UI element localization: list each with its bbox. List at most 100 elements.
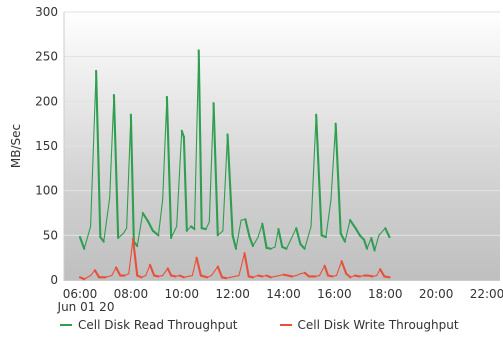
line-segment-write — [335, 260, 343, 277]
line-segment-write — [183, 275, 189, 278]
line-segment-write — [286, 274, 294, 278]
line-segment-read — [95, 69, 102, 239]
legend-label-read: Cell Disk Read Throughput — [78, 318, 238, 332]
line-segment-read — [129, 113, 135, 243]
line-segment-write — [371, 274, 378, 277]
line-segment-write — [140, 274, 147, 278]
line-segment-read — [78, 236, 86, 250]
line-segment-write — [166, 267, 173, 277]
line-segment-read — [354, 227, 361, 237]
legend-item-write[interactable]: Cell Disk Write Throughput — [279, 318, 459, 332]
x-tick-label-2000: 20:00 — [419, 287, 454, 301]
line-segment-write — [291, 274, 297, 277]
line-segment-read — [325, 199, 332, 238]
x-tick-label-1600: 16:00 — [317, 287, 352, 301]
line-segment-read — [212, 102, 219, 237]
line-segment-read — [274, 228, 279, 248]
line-segment-write — [353, 274, 361, 278]
line-segment-write — [229, 275, 236, 278]
line-segment-read — [366, 237, 372, 250]
line-segment-write — [331, 274, 338, 277]
line-segment-write — [345, 272, 352, 279]
line-segment-read — [248, 236, 255, 248]
line-segment-read — [109, 94, 115, 199]
y-axis-title: MB/Sec — [9, 124, 23, 168]
line-segment-write — [323, 264, 330, 277]
legend-swatch-write — [279, 324, 292, 326]
line-segment-read — [265, 246, 272, 250]
y-tick-label-200: 200 — [35, 94, 58, 108]
series-lines — [78, 49, 391, 281]
line-segment-read — [141, 211, 149, 223]
line-segment-write — [318, 265, 326, 277]
line-segment-read — [374, 234, 380, 252]
line-segment-read — [217, 230, 224, 236]
legend: Cell Disk Read Throughput Cell Disk Writ… — [60, 318, 501, 332]
line-segment-write — [162, 267, 169, 277]
line-segment-write — [216, 265, 224, 279]
line-segment-read — [339, 232, 347, 243]
y-tick-labels: 0 50 100 150 200 250 300 — [35, 5, 58, 287]
x-tick-label-2200: 22:00 — [470, 287, 503, 301]
line-segment-write — [187, 274, 193, 277]
line-segment-read — [370, 236, 376, 252]
x-tick-label-1200: 12:00 — [215, 287, 250, 301]
x-tick-label-0800: 08:00 — [114, 287, 149, 301]
line-segment-read — [334, 122, 342, 235]
line-segment-read — [200, 227, 207, 231]
line-segment-read — [261, 222, 268, 249]
line-segment-write — [123, 273, 130, 277]
line-segment-read — [126, 114, 132, 229]
line-segment-read — [310, 114, 317, 227]
line-segment-read — [349, 219, 357, 230]
line-segment-write — [206, 274, 212, 278]
line-segment-read — [112, 94, 120, 240]
line-segment-read — [362, 238, 369, 250]
series-read — [78, 49, 391, 252]
x-tick-label-0600: 06:00 — [63, 287, 98, 301]
line-segment-read — [299, 243, 306, 250]
line-segment-read — [170, 225, 178, 239]
line-segment-read — [180, 129, 185, 139]
line-segment-write — [199, 274, 209, 279]
line-segment-read — [285, 239, 292, 250]
line-segment-write — [270, 275, 276, 278]
line-segment-write — [111, 266, 117, 277]
line-segment-write — [257, 274, 264, 278]
line-segment-write — [78, 276, 86, 281]
line-segment-write — [243, 252, 250, 278]
line-segment-read — [190, 225, 196, 231]
legend-item-read[interactable]: Cell Disk Read Throughput — [60, 318, 238, 332]
y-tick-label-150: 150 — [35, 139, 58, 153]
line-segment-write — [247, 275, 255, 279]
line-segment-write — [238, 252, 246, 277]
line-segment-read — [330, 123, 337, 201]
line-segment-read — [193, 49, 200, 230]
line-segment-read — [205, 221, 210, 230]
line-segment-write — [148, 263, 156, 277]
line-segment-read — [222, 133, 229, 232]
line-segment-write — [131, 237, 139, 277]
line-segment-read — [344, 219, 351, 243]
legend-swatch-read — [60, 324, 72, 326]
line-segment-write — [195, 256, 202, 277]
line-segment-read — [176, 130, 183, 227]
grid-lines — [64, 11, 500, 236]
line-segment-read — [103, 197, 111, 243]
line-segment-read — [252, 236, 259, 247]
line-segment-read — [226, 133, 234, 237]
line-segment-read — [99, 236, 105, 243]
line-segment-write — [225, 276, 232, 279]
line-segment-write — [145, 264, 151, 277]
line-segment-read — [146, 219, 154, 232]
x-tick-label-1800: 18:00 — [368, 287, 403, 301]
line-segment-write — [295, 273, 302, 277]
line-segment-read — [304, 225, 312, 250]
line-segment-read — [83, 225, 92, 250]
line-segment-read — [122, 227, 128, 235]
line-segment-write — [114, 266, 122, 277]
line-segment-write — [170, 274, 177, 278]
line-segment-read — [151, 229, 160, 237]
x-tick-label-1000: 10:00 — [164, 287, 199, 301]
